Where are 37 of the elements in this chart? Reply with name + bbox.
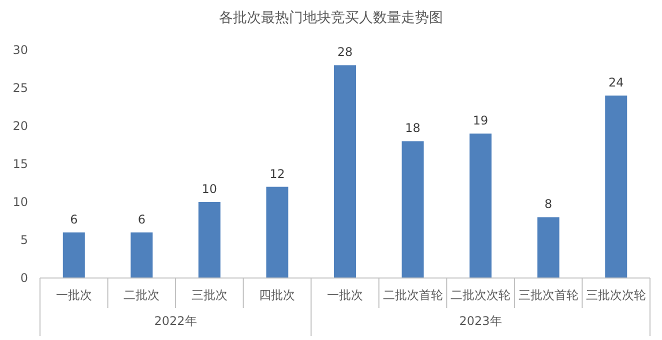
- y-tick-label: 5: [20, 233, 28, 247]
- text: 2023年: [459, 314, 502, 328]
- x-tick-label: 三批次: [191, 288, 228, 302]
- y-tick-label: 0: [20, 271, 28, 285]
- x-tick-label: 二批次首轮: [382, 288, 443, 302]
- y-tick-label: 30: [12, 43, 28, 57]
- y-tick-label: 25: [12, 81, 28, 95]
- text: 2022年: [154, 314, 197, 328]
- x-tick-label: 二批次次轮: [450, 288, 511, 302]
- data-label: 6: [70, 212, 78, 226]
- y-tick-label: 15: [12, 157, 28, 171]
- bar: [130, 232, 153, 278]
- bar: [266, 186, 288, 278]
- bar: [605, 96, 628, 278]
- bar: [62, 232, 85, 278]
- x-tick-label: 一批次: [327, 288, 363, 302]
- bar: [470, 134, 492, 278]
- data-label: 6: [138, 212, 146, 226]
- x-tick-label: 一批次: [56, 288, 92, 302]
- bar: [198, 202, 220, 278]
- y-tick-label: 10: [12, 195, 28, 209]
- bar: [334, 65, 356, 278]
- x-tick-label: 二批次: [124, 288, 160, 302]
- bar: [402, 141, 424, 278]
- data-label: 19: [472, 114, 488, 128]
- x-tick-label: 三批次首轮: [518, 288, 578, 302]
- y-tick-label: 20: [12, 119, 28, 133]
- x-tick-label: 三批次次轮: [586, 288, 646, 302]
- data-label: 18: [405, 121, 420, 136]
- data-label: 10: [202, 182, 218, 196]
- data-label: 12: [270, 166, 285, 181]
- data-label: 24: [608, 76, 624, 90]
- chart-title: 各批次最热门地块竞买人数量走势图: [219, 10, 443, 26]
- x-tick-label: 四批次: [259, 288, 296, 302]
- bar: [537, 217, 560, 278]
- data-label: 28: [337, 45, 353, 60]
- data-label: 8: [544, 197, 552, 212]
